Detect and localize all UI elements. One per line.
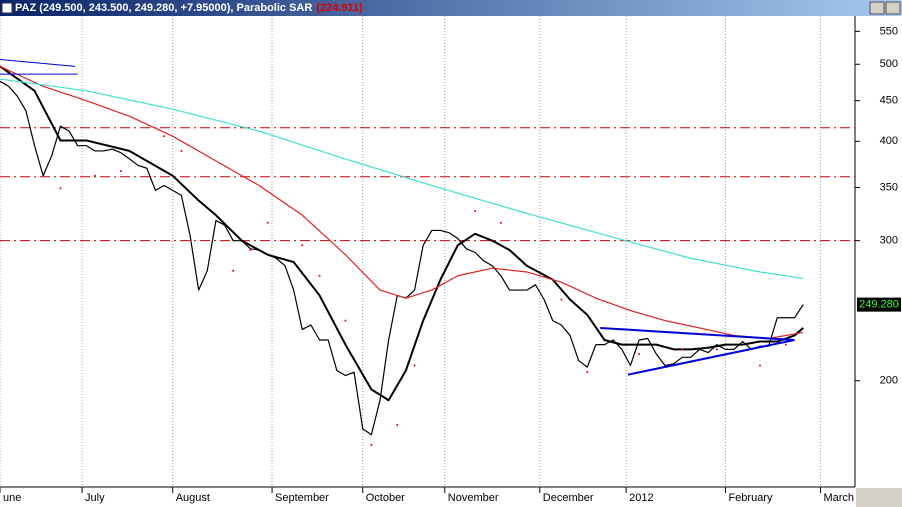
sar-dot [715,348,718,351]
series-line [0,65,804,340]
chart-title: PAZ (249.500, 243.500, 249.280, +7.95000… [15,2,363,14]
sar-dot [499,221,502,224]
price-axis-panel [856,16,902,507]
sar-dot [232,269,235,272]
trend-line [627,339,795,376]
x-tick-label: November [448,492,499,504]
sar-dot [266,221,269,224]
y-tick-label: 550 [880,25,898,37]
y-tick-label: 200 [880,375,898,387]
x-tick-label: August [176,492,210,504]
sar-dot [560,298,563,301]
sar-dot [396,423,399,426]
sar-dot [759,364,761,367]
sar-dot [301,244,304,247]
sar-dot [318,274,321,277]
sar-dot [119,170,122,173]
sar-dot [586,371,589,374]
y-tick-label: 500 [880,58,898,70]
sar-dot [638,353,641,356]
restore-button[interactable] [869,1,885,15]
sar-dot [249,248,252,251]
window-icon [1,2,13,14]
title-bar [0,0,902,16]
sar-dot [474,209,476,212]
x-tick-label: September [275,492,329,504]
x-tick-label: une [3,492,21,504]
sar-dot [163,135,166,138]
sar-dot [784,343,787,346]
x-tick-label: 2012 [629,492,653,504]
y-tick-label: 300 [880,235,898,247]
series-line [0,78,804,279]
x-tick-label: February [728,492,773,504]
sar-dot [370,444,373,447]
x-tick-label: March [823,492,854,504]
x-tick-label: July [85,492,105,504]
indicator-value: (224.911) [316,2,363,14]
title-text: PAZ (249.500, 243.500, 249.280, +7.95000… [15,2,231,14]
indicator-name: , Parabolic SAR [230,2,312,14]
trend-line [600,326,795,342]
sar-dot [180,149,183,152]
y-tick-label: 400 [880,135,898,147]
sar-dot [94,174,96,177]
series-line [0,65,804,402]
y-tick-label: 450 [880,95,898,107]
sar-dot [413,364,416,367]
x-tick-label: October [366,492,405,504]
last-value-box [857,297,901,312]
x-tick-label: December [543,492,594,504]
sar-dot [59,187,62,190]
corner [856,488,902,507]
y-tick-label: 350 [880,181,898,193]
maximize-button[interactable] [885,1,901,15]
last-value-label: 249.280 [859,299,899,311]
sar-dot [344,319,347,322]
sar-dot [681,348,684,351]
trend-line [0,58,76,67]
